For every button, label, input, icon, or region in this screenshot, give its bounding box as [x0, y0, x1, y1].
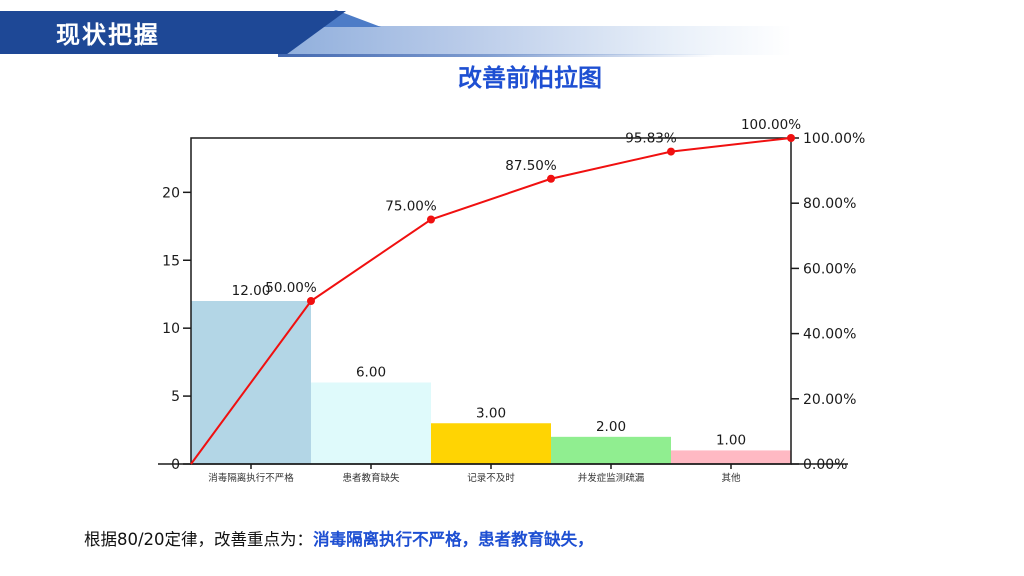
bar-value-label: 12.00 — [232, 283, 271, 299]
category-label: 记录不及时 — [467, 472, 515, 484]
line-marker — [547, 174, 555, 183]
left-axis-label: 20 — [162, 185, 180, 201]
left-axis-label: 10 — [162, 321, 180, 337]
percent-label: 50.00% — [265, 280, 317, 296]
percent-label: 100.00% — [741, 117, 801, 133]
cumulative-line — [190, 137, 792, 465]
header-ribbon — [278, 26, 808, 55]
left-axis-label: 0 — [171, 457, 180, 473]
bar-value-label: 2.00 — [596, 419, 626, 435]
bar-value-label: 3.00 — [476, 405, 506, 421]
header-ribbon-underline — [278, 54, 738, 57]
pareto-bar-1 — [311, 382, 431, 464]
chart-title: 改善前柏拉图 — [458, 64, 602, 92]
percent-label: 75.00% — [385, 199, 437, 215]
category-label: 并发症监测疏漏 — [578, 472, 645, 484]
line-marker — [667, 147, 675, 156]
right-axis-label: 40.00% — [803, 327, 856, 343]
right-axis-label: 20.00% — [803, 392, 856, 408]
header-banner: 现状把握 — [0, 11, 346, 54]
conclusion-prefix: 根据80/20定律，改善重点为： — [84, 530, 314, 549]
pareto-bar-4 — [671, 450, 791, 464]
percent-label: 87.50% — [505, 158, 557, 174]
left-axis-label: 15 — [162, 253, 180, 269]
header-title: 现状把握 — [56, 21, 160, 49]
bar-value-label: 1.00 — [716, 432, 746, 448]
conclusion-highlight: 消毒隔离执行不严格，患者教育缺失， — [313, 530, 594, 549]
pareto-bar-3 — [551, 436, 671, 464]
category-label: 其他 — [721, 472, 741, 484]
bar-value-label: 6.00 — [356, 365, 386, 381]
line-marker — [427, 215, 435, 224]
pareto-bar-2 — [431, 423, 551, 464]
right-axis-label: 60.00% — [803, 261, 856, 277]
right-axis-label: 0.00% — [803, 457, 847, 473]
right-axis-label: 80.00% — [803, 196, 856, 212]
line-marker — [307, 297, 315, 305]
category-label: 患者教育缺失 — [342, 472, 400, 484]
line-marker — [787, 134, 795, 142]
percent-label: 95.83% — [625, 131, 677, 147]
left-axis-label: 5 — [171, 389, 180, 405]
category-label: 消毒隔离执行不严格 — [208, 472, 294, 484]
conclusion-text: 根据80/20定律，改善重点为：消毒隔离执行不严格，患者教育缺失， — [84, 526, 594, 550]
right-axis-label: 100.00% — [803, 131, 865, 147]
